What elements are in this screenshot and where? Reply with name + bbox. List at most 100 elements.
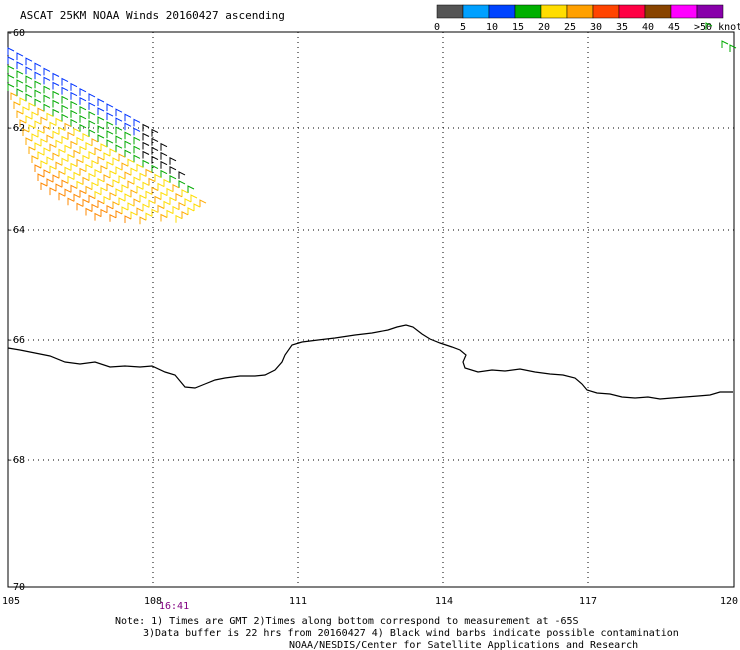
antarctic-coastline (7, 324, 733, 400)
map-title: ASCAT 25KM NOAA Winds 20160427 ascending (20, 9, 285, 22)
wind-barb (40, 160, 48, 169)
wind-barb (151, 208, 159, 217)
wind-barb (43, 76, 51, 85)
wind-barb (133, 127, 141, 136)
wind-barb (160, 169, 168, 178)
wind-barb (97, 116, 105, 124)
wind-barb (52, 90, 60, 99)
wind-barb (136, 185, 144, 194)
wind-barb (166, 209, 174, 218)
colorbar-swatch (514, 4, 542, 19)
wind-barb (127, 158, 135, 167)
colorbar-label: 45 (668, 22, 680, 33)
wind-barb (34, 71, 42, 80)
wind-barb (16, 110, 24, 118)
wind-barb (40, 116, 48, 125)
wind-barb (124, 193, 132, 202)
wind-barb (52, 108, 60, 117)
colorbar-label: 0 (434, 22, 440, 33)
wind-barb (70, 140, 78, 149)
wind-barb (28, 124, 36, 133)
wind-barb (49, 121, 57, 130)
colorbar-swatch (670, 4, 698, 19)
colorbar-label: 15 (512, 22, 524, 33)
wind-barb (79, 87, 87, 96)
wind-barb (133, 198, 141, 207)
wind-barb (25, 57, 33, 66)
wind-barb (97, 107, 105, 115)
wind-barb (58, 192, 66, 201)
wind-barb (187, 207, 195, 215)
wind-barb (64, 122, 72, 131)
wind-barb (79, 145, 87, 154)
wind-barb (187, 185, 195, 193)
wind-barb (34, 62, 42, 71)
wind-barb (88, 93, 96, 101)
wind-barb (106, 121, 114, 130)
wind-barb (19, 119, 27, 127)
lon-label: 105 (2, 596, 20, 607)
lat-label: -64 (7, 225, 25, 236)
wind-barb (10, 92, 18, 100)
wind-barb (28, 102, 36, 111)
wind-barb (76, 180, 84, 189)
wind-barb (7, 74, 15, 82)
wind-barb (43, 85, 51, 94)
wind-barb (151, 155, 159, 164)
wind-barb (94, 212, 102, 221)
wind-barb (16, 88, 24, 97)
wind-barb (160, 213, 168, 222)
wind-barb (139, 172, 147, 181)
wind-barb (139, 194, 147, 203)
wind-barb (154, 173, 162, 182)
wind-barb (91, 159, 99, 168)
wind-barb (142, 203, 150, 212)
wind-barb (82, 198, 90, 207)
wind-barb (49, 165, 57, 174)
wind-barb (37, 107, 45, 116)
wind-barb (61, 113, 69, 122)
wind-barb (115, 117, 123, 126)
wind-barb (70, 162, 78, 171)
wind-barb (151, 186, 159, 195)
wind-barb (721, 40, 729, 48)
wind-barb (142, 132, 150, 141)
wind-barb (34, 98, 42, 107)
lon-label: 120 (720, 596, 738, 607)
wind-barb (106, 161, 114, 169)
colorbar-label: 5 (460, 22, 466, 33)
note-line-3: NOAA/NESDIS/Center for Satellite Applica… (289, 640, 638, 650)
wind-barb (79, 167, 87, 176)
lat-lon-grid (8, 32, 734, 587)
wind-barb (172, 183, 180, 192)
wind-barb (61, 135, 69, 144)
wind-barb (193, 203, 201, 211)
wind-barb (16, 61, 24, 70)
wind-barb (121, 206, 129, 214)
wind-barb (97, 199, 105, 208)
wind-barb (148, 199, 156, 208)
wind-barb (163, 200, 171, 209)
wind-barb (97, 177, 105, 186)
wind-barb (178, 180, 186, 188)
wind-barb (88, 102, 96, 110)
wind-barb (7, 83, 15, 91)
wind-barb (88, 111, 96, 119)
lat-label: -68 (7, 455, 25, 466)
wind-barb (124, 131, 132, 140)
wind-barb (40, 182, 48, 190)
wind-barb (64, 188, 72, 197)
wind-barb (34, 142, 42, 151)
wind-barb (49, 143, 57, 152)
wind-barb (34, 89, 42, 98)
colorbar-label: 40 (642, 22, 654, 33)
wind-barb (76, 158, 84, 167)
wind-barb (145, 212, 153, 221)
wind-barb (151, 137, 159, 146)
wind-barb (55, 139, 63, 148)
lon-label: 114 (435, 596, 453, 607)
wind-barb (61, 179, 69, 188)
wind-barb (705, 22, 713, 30)
wind-barb (172, 205, 180, 214)
